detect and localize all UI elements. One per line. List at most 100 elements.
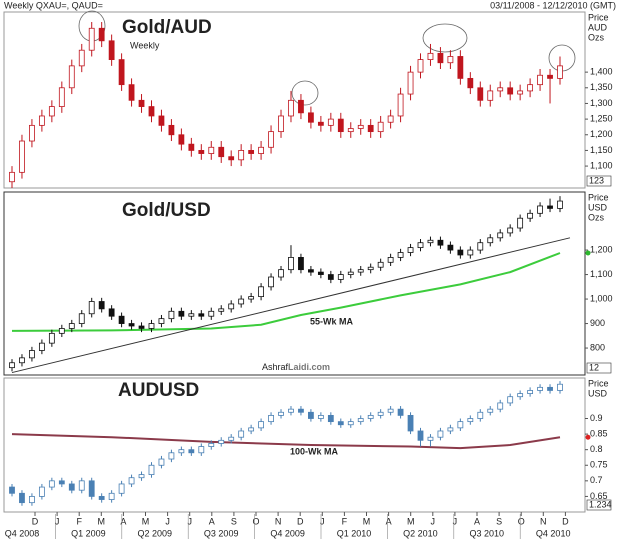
price-tag: 123	[589, 175, 604, 185]
x-tick-label: J	[55, 516, 60, 526]
candle-body	[487, 90, 494, 101]
candle-body	[317, 121, 324, 126]
candle-body	[337, 118, 344, 133]
candle-body	[357, 124, 364, 129]
candle-body	[228, 156, 235, 161]
candle-body	[98, 496, 105, 500]
candle-body	[48, 480, 55, 488]
y-tick-label: 1,300	[590, 98, 613, 108]
x-tick-label: D	[297, 516, 304, 526]
x-tick-label: O	[252, 516, 259, 526]
candle-body	[278, 269, 284, 278]
candle-body	[248, 427, 255, 432]
x-tick-label: N	[275, 516, 282, 526]
candle-body	[168, 124, 175, 136]
candle-body	[497, 232, 504, 239]
candle-body	[507, 227, 514, 234]
x-tick-label: S	[231, 516, 237, 526]
candle-body	[258, 286, 264, 298]
candle-body	[467, 418, 474, 423]
panel-border	[3, 191, 586, 376]
candle-body	[38, 342, 45, 351]
quarter-label: Q1 2010	[337, 528, 372, 538]
y-tick-label: 1,000	[590, 293, 613, 303]
line-label: 55-Wk MA	[310, 316, 354, 326]
candle-body	[108, 308, 115, 317]
candle-body	[228, 303, 235, 310]
y-tick-label: 800	[590, 342, 605, 352]
candle-body	[437, 239, 444, 246]
candle-body	[457, 56, 464, 79]
watermark-part: Ashraf	[262, 362, 289, 372]
candle-body	[128, 323, 135, 327]
candle-body	[68, 65, 75, 89]
candle-body	[19, 492, 25, 504]
y-tick-label: 1,350	[590, 82, 613, 92]
candle-body	[288, 257, 294, 271]
candle-body	[537, 74, 543, 86]
candle-body	[377, 121, 384, 133]
candle-body	[9, 486, 15, 494]
y-tick-label: 1,100	[590, 160, 613, 170]
candle-body	[148, 323, 155, 329]
candle-body	[417, 430, 424, 441]
candle-body	[288, 408, 294, 413]
candle-body	[148, 106, 155, 117]
candle-body	[427, 436, 434, 441]
candle-body	[387, 408, 394, 413]
candle-body	[38, 486, 45, 497]
x-tick-label: J	[165, 516, 170, 526]
candle-body	[537, 205, 543, 214]
candle-body	[248, 150, 255, 154]
watermark: AshrafLaidi.com	[262, 362, 330, 372]
moving-average	[11, 433, 561, 450]
x-tick-label: N	[540, 516, 547, 526]
candle-body	[108, 492, 115, 500]
x-tick-label: M	[98, 516, 106, 526]
candle-body	[437, 52, 444, 64]
candle-body	[377, 261, 384, 268]
candle-body	[19, 140, 25, 173]
candle-body	[397, 252, 404, 258]
candle-body	[278, 411, 284, 416]
y-tick-label: 1,200	[590, 244, 613, 254]
candle-body	[427, 239, 434, 244]
candle-body	[527, 390, 534, 394]
candle-body	[198, 446, 205, 454]
candle-body	[557, 200, 563, 209]
candle-body	[218, 146, 225, 158]
candle-body	[427, 52, 434, 61]
candle-body	[447, 427, 454, 432]
candle-body	[417, 59, 424, 73]
trend-line	[11, 237, 571, 374]
candle-body	[78, 49, 85, 67]
candle-body	[88, 480, 95, 497]
candle-body	[327, 274, 334, 280]
candle-body	[128, 477, 135, 485]
y-tick-label: 1,400	[590, 67, 613, 77]
y-tick-label: 0.8	[590, 444, 603, 454]
y-tick-label: 1,150	[590, 145, 613, 155]
candle-body	[19, 357, 25, 364]
x-tick-label: A	[209, 516, 215, 526]
candle-body	[308, 112, 314, 123]
axis-label: Price	[588, 378, 609, 388]
candle-body	[308, 269, 314, 273]
y-tick-label: 1,200	[590, 129, 613, 139]
moving-average	[11, 252, 561, 332]
panel-title: AUDUSD	[118, 380, 199, 401]
candle-body	[108, 40, 115, 61]
candle-body	[218, 439, 225, 444]
axis-label: Price	[588, 12, 609, 22]
candle-body	[447, 244, 454, 251]
candle-body	[138, 325, 145, 329]
x-tick-label: A	[386, 516, 392, 526]
last-value-dot	[585, 250, 591, 256]
candle-body	[377, 411, 384, 416]
candle-body	[29, 496, 35, 504]
candle-body	[178, 449, 185, 454]
candle-body	[327, 414, 334, 423]
quarter-label: Q2 2010	[403, 528, 438, 538]
x-tick-label: F	[342, 516, 348, 526]
